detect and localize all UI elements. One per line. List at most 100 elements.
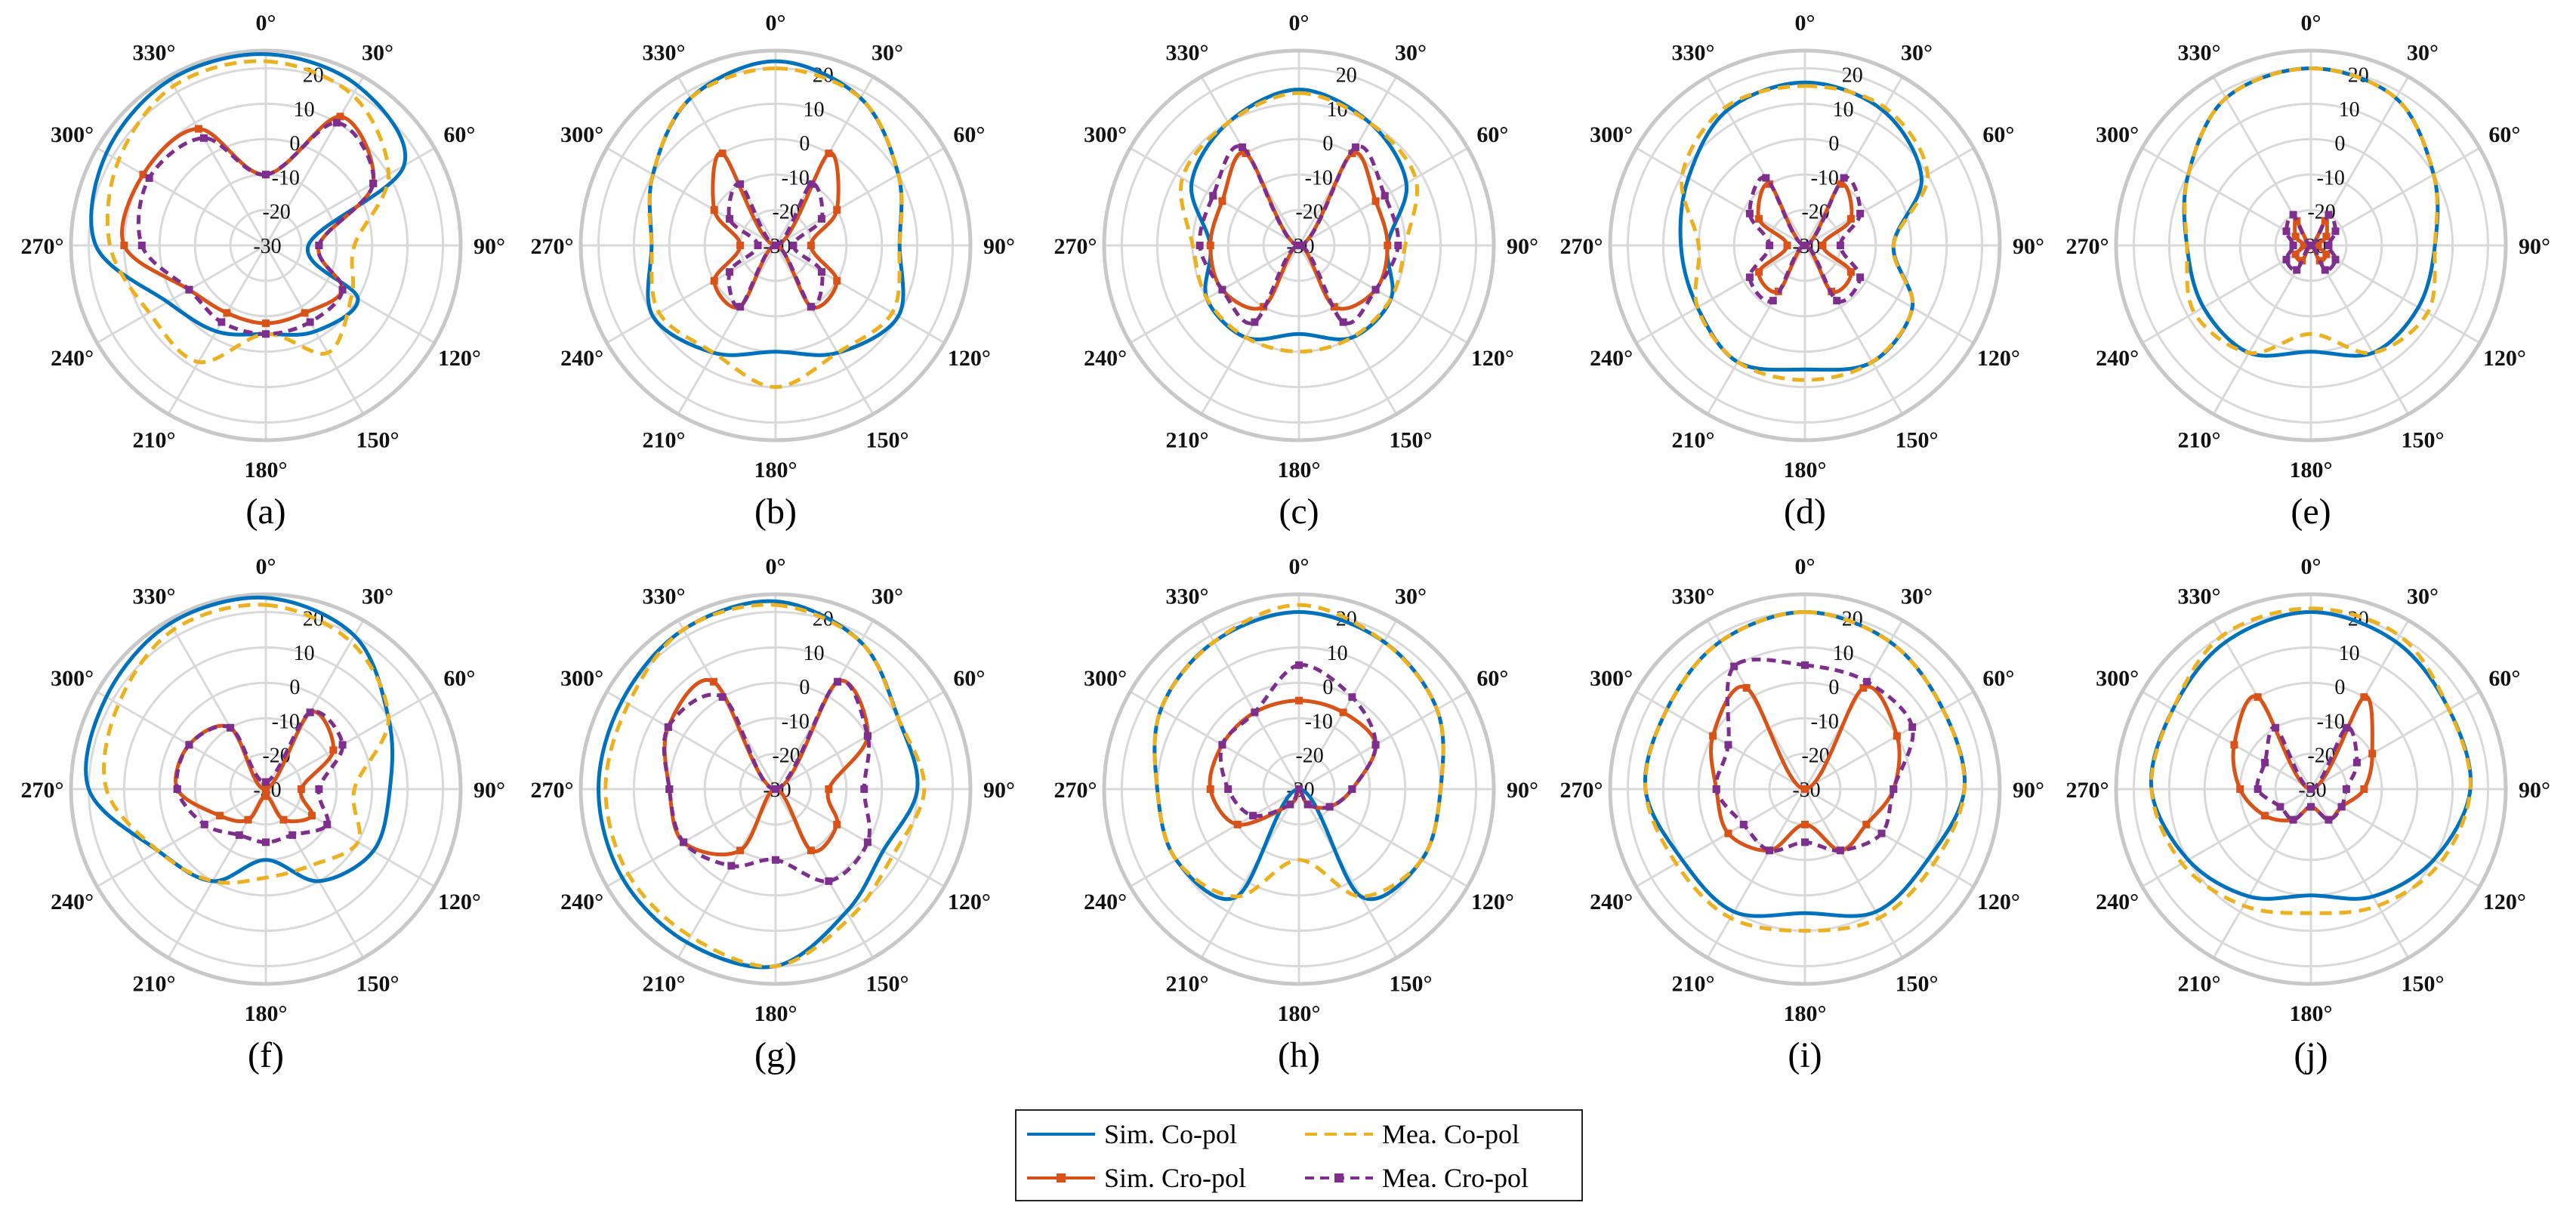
panel-a-spoke-240 — [96, 244, 267, 344]
panel-d-marker-mea-cro-pol-180 — [1801, 242, 1809, 249]
panel-b-spoke-240 — [606, 244, 776, 344]
panel-e-angle-tick-240: 240° — [2096, 346, 2139, 371]
panel-b-radial-tick-10: 10 — [804, 98, 825, 122]
panel-j-angle-tick-120: 120° — [2483, 890, 2526, 914]
panel-j-marker-sim-cro-pol-330 — [2254, 693, 2262, 702]
panel-j-radial-tick-10: -10 — [2317, 710, 2345, 733]
panel-f-marker-mea-cro-pol-210 — [235, 831, 243, 839]
panel-j-angle-tick-240: 240° — [2096, 890, 2139, 914]
panel-e-marker-sim-cro-pol-270 — [2300, 242, 2308, 249]
legend-marker-sim-cro — [1057, 1173, 1066, 1183]
panel-i-angle-tick-90: 90° — [2013, 778, 2044, 803]
panel-g-marker-mea-cro-pol-270 — [665, 785, 674, 793]
panel-j-marker-mea-cro-pol-330 — [2272, 723, 2280, 732]
panel-d-spoke-240 — [1635, 244, 1806, 344]
panel-h-marker-mea-cro-pol-120 — [1325, 803, 1334, 811]
panel-g-spoke-120 — [775, 788, 946, 888]
panel-e-radial-tick-10: 10 — [2339, 98, 2360, 122]
panel-d-spoke-120 — [1804, 244, 1975, 344]
panel-i-spoke-60 — [1804, 690, 1975, 791]
panel-c-ring-3 — [1155, 102, 1442, 389]
panel-a: 0° 30° 60° 90° 120° 150° 180° 210° 240° 270° 300° 3… — [21, 11, 506, 532]
panel-e-marker-mea-cro-pol-180 — [2307, 242, 2315, 249]
panel-j-angle-tick-30: 30° — [2407, 584, 2439, 609]
panel-g-marker-mea-cro-pol-60 — [863, 732, 872, 740]
legend-entry-sim-cro: Sim. Cro-pol — [1027, 1163, 1246, 1193]
panel-a-ring-4 — [87, 66, 445, 424]
panel-i-angle-tick-210: 210° — [1672, 971, 1715, 996]
panel-h-marker-sim-cro-pol-0 — [1295, 696, 1303, 705]
panel-a-ring-2 — [158, 137, 374, 353]
panel-h-marker-mea-cro-pol-60 — [1371, 741, 1380, 749]
panel-d-marker-mea-cro-pol-330 — [1762, 174, 1770, 182]
panel-i-marker-sim-cro-pol-240 — [1724, 829, 1732, 837]
panel-a-marker-mea-cro-pol-60 — [369, 179, 378, 187]
panel-e-marker-mea-cro-pol-60 — [2331, 227, 2340, 236]
panel-b-ring-1 — [703, 173, 848, 318]
panel-e-ring-5 — [2114, 48, 2508, 442]
panel-h-ring-0 — [1262, 752, 1336, 826]
panel-e-marker-sim-cro-pol-120 — [2322, 250, 2331, 258]
panel-b-marker-sim-cro-pol-300 — [710, 206, 718, 214]
panel-i-marker-mea-cro-pol-300 — [1724, 741, 1732, 749]
panel-f-marker-mea-cro-pol-240 — [200, 820, 208, 828]
panel-b-marker-mea-cro-pol-240 — [726, 268, 734, 276]
panel-a-radial-tick-20: -20 — [262, 201, 290, 224]
panel-a-marker-sim-cro-pol-180 — [262, 319, 270, 328]
panel-i-label: (i) — [1788, 1035, 1822, 1075]
panel-j-marker-mea-cro-pol-210 — [2289, 816, 2297, 824]
panel-a-angle-tick-30: 30° — [362, 41, 393, 66]
panel-d: 0° 30° 60° 90° 120° 150° 180° 210° 240° 270° 300° 3… — [1560, 11, 2045, 532]
panel-h-angle-tick-300: 300° — [1084, 666, 1127, 691]
panel-f-series-sim-co-pol — [84, 595, 395, 883]
panel-c-angle-tick-240: 240° — [1084, 346, 1127, 371]
panel-b-angle-tick-330: 330° — [643, 41, 686, 66]
panel-a-angle-tick-270: 270° — [21, 234, 64, 259]
panel-d-marker-mea-cro-pol-150 — [1833, 297, 1841, 305]
panel-c-angle-tick-0: 0° — [1289, 11, 1310, 35]
panel-c-marker-mea-cro-pol-60 — [1381, 192, 1389, 200]
panel-b-marker-mea-cro-pol-330 — [736, 180, 745, 188]
panel-h-series-mea-co-pol — [1152, 603, 1445, 899]
panel-i-marker-sim-cro-pol-120 — [1862, 820, 1871, 828]
panel-g-marker-mea-cro-pol-180 — [772, 856, 779, 864]
panel-b-radial-tick-0: 0 — [799, 132, 810, 156]
legend-entry-mea-cro: Mea. Cro-pol — [1305, 1163, 1529, 1193]
panel-d-angle-tick-90: 90° — [2013, 234, 2044, 259]
panel-g-radial-tick-10: 10 — [804, 642, 825, 665]
panel-j-series-mea-co-pol — [2149, 606, 2473, 915]
panel-f-spoke-120 — [265, 788, 436, 888]
panel-h-spoke-210 — [1200, 788, 1300, 959]
panel-c-marker-sim-cro-pol-300 — [1218, 197, 1226, 205]
panel-b-angle-tick-240: 240° — [560, 346, 603, 371]
panel-c-series-mea-co-pol — [1179, 91, 1419, 354]
panel-j-marker-mea-cro-pol-120 — [2337, 803, 2346, 811]
panel-d-spoke-300 — [1635, 146, 1806, 247]
panel-f-angle-tick-90: 90° — [474, 778, 505, 803]
panel-h-label: (h) — [1278, 1035, 1320, 1075]
panel-b-angle-tick-180: 180° — [754, 458, 797, 483]
panel-f-angle-tick-60: 60° — [443, 666, 475, 691]
panel-g-marker-sim-cro-pol-120 — [833, 820, 841, 828]
panel-f-marker-mea-cro-pol-330 — [227, 723, 235, 732]
panel-f-label: (f) — [248, 1035, 284, 1075]
panel-a-marker-mea-cro-pol-150 — [306, 318, 314, 326]
panel-b-series-mea-co-pol — [647, 66, 904, 390]
panel-d-marker-sim-cro-pol-60 — [1846, 214, 1855, 223]
panel-a-marker-mea-cro-pol-240 — [185, 285, 193, 294]
panel-d-marker-sim-cro-pol-120 — [1846, 268, 1855, 276]
panel-i-angle-tick-270: 270° — [1560, 778, 1603, 803]
panel-j-marker-mea-cro-pol-270 — [2254, 785, 2262, 793]
panel-j-marker-mea-cro-pol-300 — [2261, 758, 2269, 766]
panel-g-radial-tick-10: -10 — [782, 710, 810, 733]
panel-g-marker-mea-cro-pol-330 — [718, 693, 727, 702]
panel-e-marker-mea-cro-pol-150 — [2321, 266, 2329, 274]
panel-f-angle-tick-300: 300° — [51, 666, 94, 691]
panel-e-angle-tick-330: 330° — [2178, 41, 2221, 66]
panel-c-marker-sim-cro-pol-90 — [1384, 242, 1392, 249]
panel-e-series-mea-co-pol — [2183, 66, 2439, 356]
panel-e-marker-sim-cro-pol-90 — [2314, 242, 2322, 249]
panel-e-marker-mea-cro-pol-90 — [2325, 242, 2333, 249]
panel-h-angle-tick-330: 330° — [1166, 584, 1209, 609]
panel-d-marker-mea-cro-pol-210 — [1769, 297, 1777, 305]
